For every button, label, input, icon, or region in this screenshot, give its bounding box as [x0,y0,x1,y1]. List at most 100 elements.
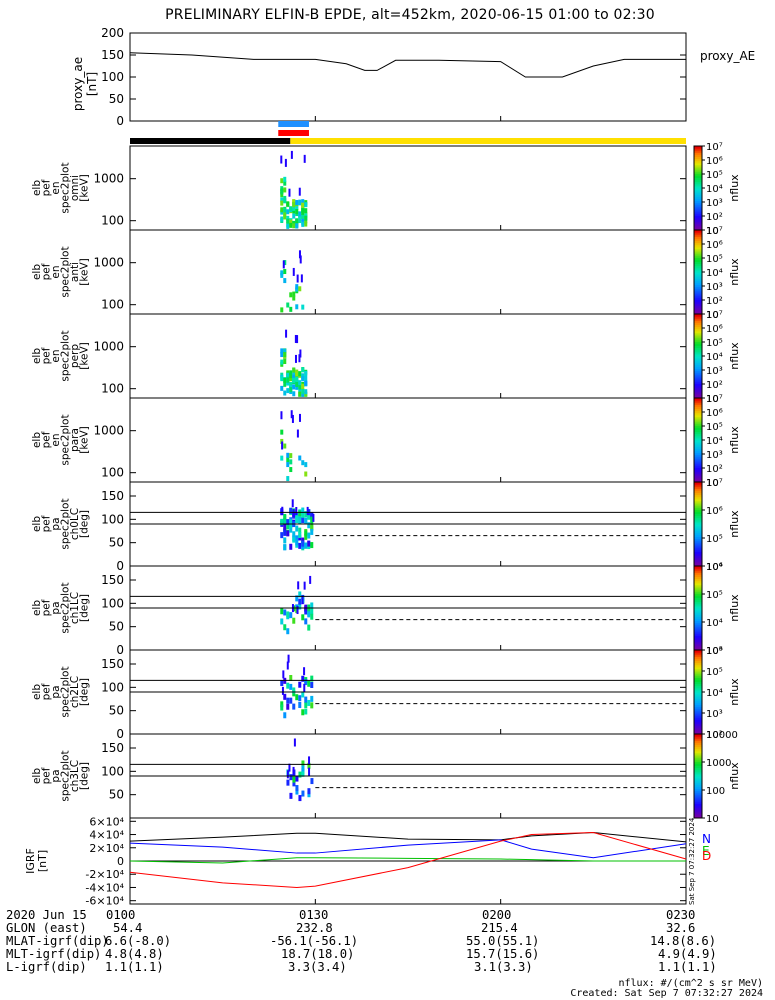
colorbar-cell [694,780,702,783]
spectrogram-cell [298,598,302,605]
colorbar-cell [694,755,702,758]
spectrogram-panel [129,649,705,735]
colorbar-cell [694,452,702,456]
colorbar-cell [694,257,702,260]
colorbar-cell [694,704,702,708]
colorbar-cell [694,265,702,269]
panel-ylabel: elb [31,432,43,448]
spectrogram-cell [286,388,290,394]
panel-ylabel: ch0LC [69,508,81,540]
panel-ytick-label: 100 [101,512,124,526]
spectrogram-cell [286,661,289,670]
spectrogram-cell [301,765,305,772]
colorbar-cell [694,416,702,420]
colorbar-label: nflux [728,342,741,370]
colorbar-cell [694,631,702,634]
colorbar-cell [694,639,702,643]
colorbar-cell [694,448,702,451]
colorbar-cell [694,450,702,454]
spectrogram-cell [303,154,306,163]
science-zone-bar-red [278,130,309,136]
spectrogram-cell [289,683,293,690]
spectrogram-cell [283,269,287,275]
panel-ylabel: elb [31,264,43,280]
spectrogram-cell [292,375,296,381]
colorbar-cell [694,719,702,722]
colorbar-cell [694,532,702,535]
colorbar-cell [694,330,702,334]
spectrogram-cell [289,792,293,799]
colorbar-cell [694,202,702,206]
ae-frame [129,32,687,122]
spectrogram-cell [280,307,284,313]
spectrogram-cell [301,391,305,397]
footer-value: 18.7(18.0) [281,947,355,961]
spectrogram-cell [286,372,290,378]
colorbar-cell [694,692,702,695]
spectrogram-cell [292,766,295,775]
spectrogram-cell [283,358,287,364]
spectrogram-cell [292,267,295,276]
spectrogram-cell [283,187,287,193]
spectrogram-cell [286,682,290,689]
spectrogram-cell [307,680,311,687]
colorbar-cell [694,765,702,769]
footer-tick-3: 0230 [666,908,696,922]
spectrogram-cell [289,206,293,212]
spectrogram-cell [280,532,284,539]
spectrogram-cell [286,779,290,786]
colorbar-cell [694,479,702,483]
colorbar-cell [694,626,702,630]
colorbar-cell [694,393,702,397]
colorbar-cell [694,513,702,517]
colorbar-cell [694,498,702,502]
spectrogram-cell [301,760,305,767]
spectrogram-cell [308,767,311,776]
colorbar-cell [694,225,702,229]
colorbar-cell [694,687,702,691]
spectrogram-cell [308,756,311,765]
spectrogram-cell [292,617,296,624]
colorbar-cell [694,368,702,372]
spectrogram-cell [307,522,311,529]
spectrogram-cell [283,624,287,631]
colorbar-cell [694,761,702,764]
spectrogram-cell [298,214,302,220]
footer-date: 2020 Jun 15 [6,908,87,922]
spectrogram-cell [304,389,308,395]
spectrogram-cell [304,511,308,518]
colorbar-cell [694,307,702,311]
colorbar-tick-label: 10 [706,394,719,405]
colorbar-tick-label: 1000 [706,758,731,769]
colorbar-cell [694,274,702,277]
colorbar-cell [694,620,702,624]
spectrogram-cell [297,581,300,590]
spectrogram-cell [280,618,284,625]
colorbar-cell [694,341,702,344]
colorbar-cell [694,641,702,645]
colorbar-tick-label: 10⁴ [706,562,723,573]
colorbar-cell [694,305,702,309]
colorbar-tick-label: 10⁴ [706,352,723,363]
panel-ylabel: [deg] [79,762,91,790]
colorbar-cell [694,671,702,674]
colorbar-cell [694,721,702,724]
panel-ylabel: elb [31,600,43,616]
spectrogram-panel [129,397,705,483]
panel-ylabel: [keV] [79,342,91,370]
panel-ylabel: spec2plot [60,330,72,381]
panel-ylabel: pa [50,769,62,782]
igrf-series-line [129,857,686,864]
colorbar-cell [694,561,702,565]
colorbar-tick-label: 10³ [706,282,723,293]
spectrogram-cell [292,531,296,538]
spectrogram-cell [283,677,287,684]
spectrogram-cell [292,535,296,542]
footer-tick-1: 0130 [299,908,329,922]
colorbar-cell [694,314,702,317]
colorbar-tick-label: 10⁶ [706,324,723,335]
colorbar-tick-label: 10⁶ [706,240,723,251]
colorbar-tick-label: 10⁴ [706,436,723,447]
spectrogram-cell [283,537,287,544]
footer-row-label: GLON (east) [6,921,87,935]
